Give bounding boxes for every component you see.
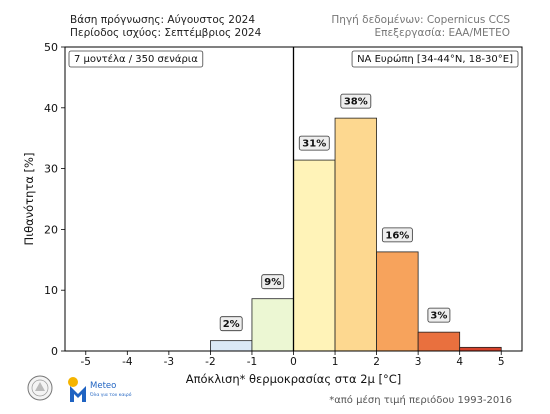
y-tick-label-5: 50 bbox=[44, 41, 58, 54]
processing-text: Επεξεργασία: ΕΑΑ/METEO bbox=[374, 27, 510, 39]
bar-label-text-5: 3% bbox=[430, 311, 447, 322]
x-tick-label-10: 5 bbox=[498, 356, 505, 368]
x-tick-label-7: 2 bbox=[373, 356, 380, 368]
x-axis-ticks: -5 -4 -3 -2 -1 0 1 2 3 4 5 bbox=[81, 351, 505, 368]
bar-label-text-2: 31% bbox=[302, 139, 326, 150]
x-tick-label-2: -3 bbox=[164, 356, 174, 368]
bar-6 bbox=[459, 346, 502, 352]
x-tick-label-3: -2 bbox=[205, 356, 215, 368]
bar-label-box-0 bbox=[219, 316, 243, 332]
x-tick-label-9: 4 bbox=[456, 356, 463, 368]
bar-label-box-5 bbox=[427, 307, 451, 323]
y-tick-label-1: 10 bbox=[44, 284, 58, 297]
x-tick-label-4: -1 bbox=[247, 356, 257, 368]
x-tick-label-8: 3 bbox=[415, 356, 422, 368]
logos: Meteo Όλα για τον καιρό bbox=[26, 372, 156, 408]
bar-label-box-1 bbox=[261, 274, 285, 290]
validity-period-text: Περίοδος ισχύος: Σεπτέμβριος 2024 bbox=[70, 27, 262, 39]
x-tick-label-0: -5 bbox=[81, 356, 91, 368]
bar-labels-group: 2% 9% 31% 38% 16% 3% bbox=[219, 93, 451, 332]
data-source-text: Πηγή δεδομένων: Copernicus CCS bbox=[331, 14, 510, 26]
bars-group bbox=[210, 117, 502, 352]
bar-1 bbox=[251, 298, 294, 352]
bar-label-4: 16% bbox=[381, 227, 413, 243]
y-axis-ticks: 0 10 20 30 40 50 bbox=[44, 41, 65, 358]
region-box: ΝΑ Ευρώπη [34-44°N, 18-30°E] bbox=[351, 50, 519, 68]
models-scenarios-text: 7 μοντέλα / 350 σενάρια bbox=[74, 53, 198, 65]
header-left: Βάση πρόγνωσης: Αύγουστος 2024 Περίοδος … bbox=[70, 14, 261, 40]
region-text: ΝΑ Ευρώπη [34-44°N, 18-30°E] bbox=[357, 53, 513, 65]
bar-label-text-0: 2% bbox=[223, 319, 240, 330]
x-tick-label-6: 1 bbox=[332, 356, 339, 368]
bar-label-box-2 bbox=[298, 135, 330, 151]
bar-5 bbox=[417, 331, 461, 352]
x-tick-label-5: 0 bbox=[290, 356, 297, 368]
y-tick-label-0: 0 bbox=[51, 345, 58, 358]
y-axis-label: Πιθανότητα [%] bbox=[22, 153, 36, 246]
bar-2 bbox=[293, 159, 336, 352]
bar-label-text-1: 9% bbox=[264, 277, 281, 288]
y-tick-label-2: 20 bbox=[44, 223, 58, 236]
bar-label-3: 38% bbox=[340, 93, 372, 109]
bar-label-0: 2% bbox=[219, 316, 243, 332]
bar-label-box-3 bbox=[340, 93, 372, 109]
bar-4 bbox=[376, 251, 419, 352]
bar-label-5: 3% bbox=[427, 307, 451, 323]
forecast-base-text: Βάση πρόγνωσης: Αύγουστος 2024 bbox=[70, 14, 255, 26]
x-axis-label: Απόκλιση* θερμοκρασίας στα 2μ [°C] bbox=[186, 372, 402, 386]
bar-label-text-4: 16% bbox=[385, 230, 409, 241]
bar-label-box-4 bbox=[381, 227, 413, 243]
bar-0 bbox=[210, 340, 253, 352]
bar-label-1: 9% bbox=[261, 274, 285, 290]
academy-seal-icon bbox=[27, 375, 53, 401]
bar-3 bbox=[334, 117, 377, 352]
meteo-logo-text: Meteo bbox=[90, 381, 116, 391]
meteo-logo-icon bbox=[68, 377, 86, 402]
x-tick-label-1: -4 bbox=[122, 356, 133, 368]
meteo-logo-subtext: Όλα για τον καιρό bbox=[89, 391, 132, 398]
footnote: *από μέση τιμή περιόδου 1993-2016 bbox=[329, 395, 512, 406]
y-tick-label-4: 40 bbox=[44, 102, 58, 115]
bar-label-2: 31% bbox=[298, 135, 330, 151]
header-right: Πηγή δεδομένων: Copernicus CCS Επεξεργασ… bbox=[331, 14, 510, 40]
y-tick-label-3: 30 bbox=[44, 163, 58, 176]
models-scenarios-box: 7 μοντέλα / 350 σενάρια bbox=[68, 50, 204, 68]
bar-label-text-3: 38% bbox=[344, 97, 368, 108]
